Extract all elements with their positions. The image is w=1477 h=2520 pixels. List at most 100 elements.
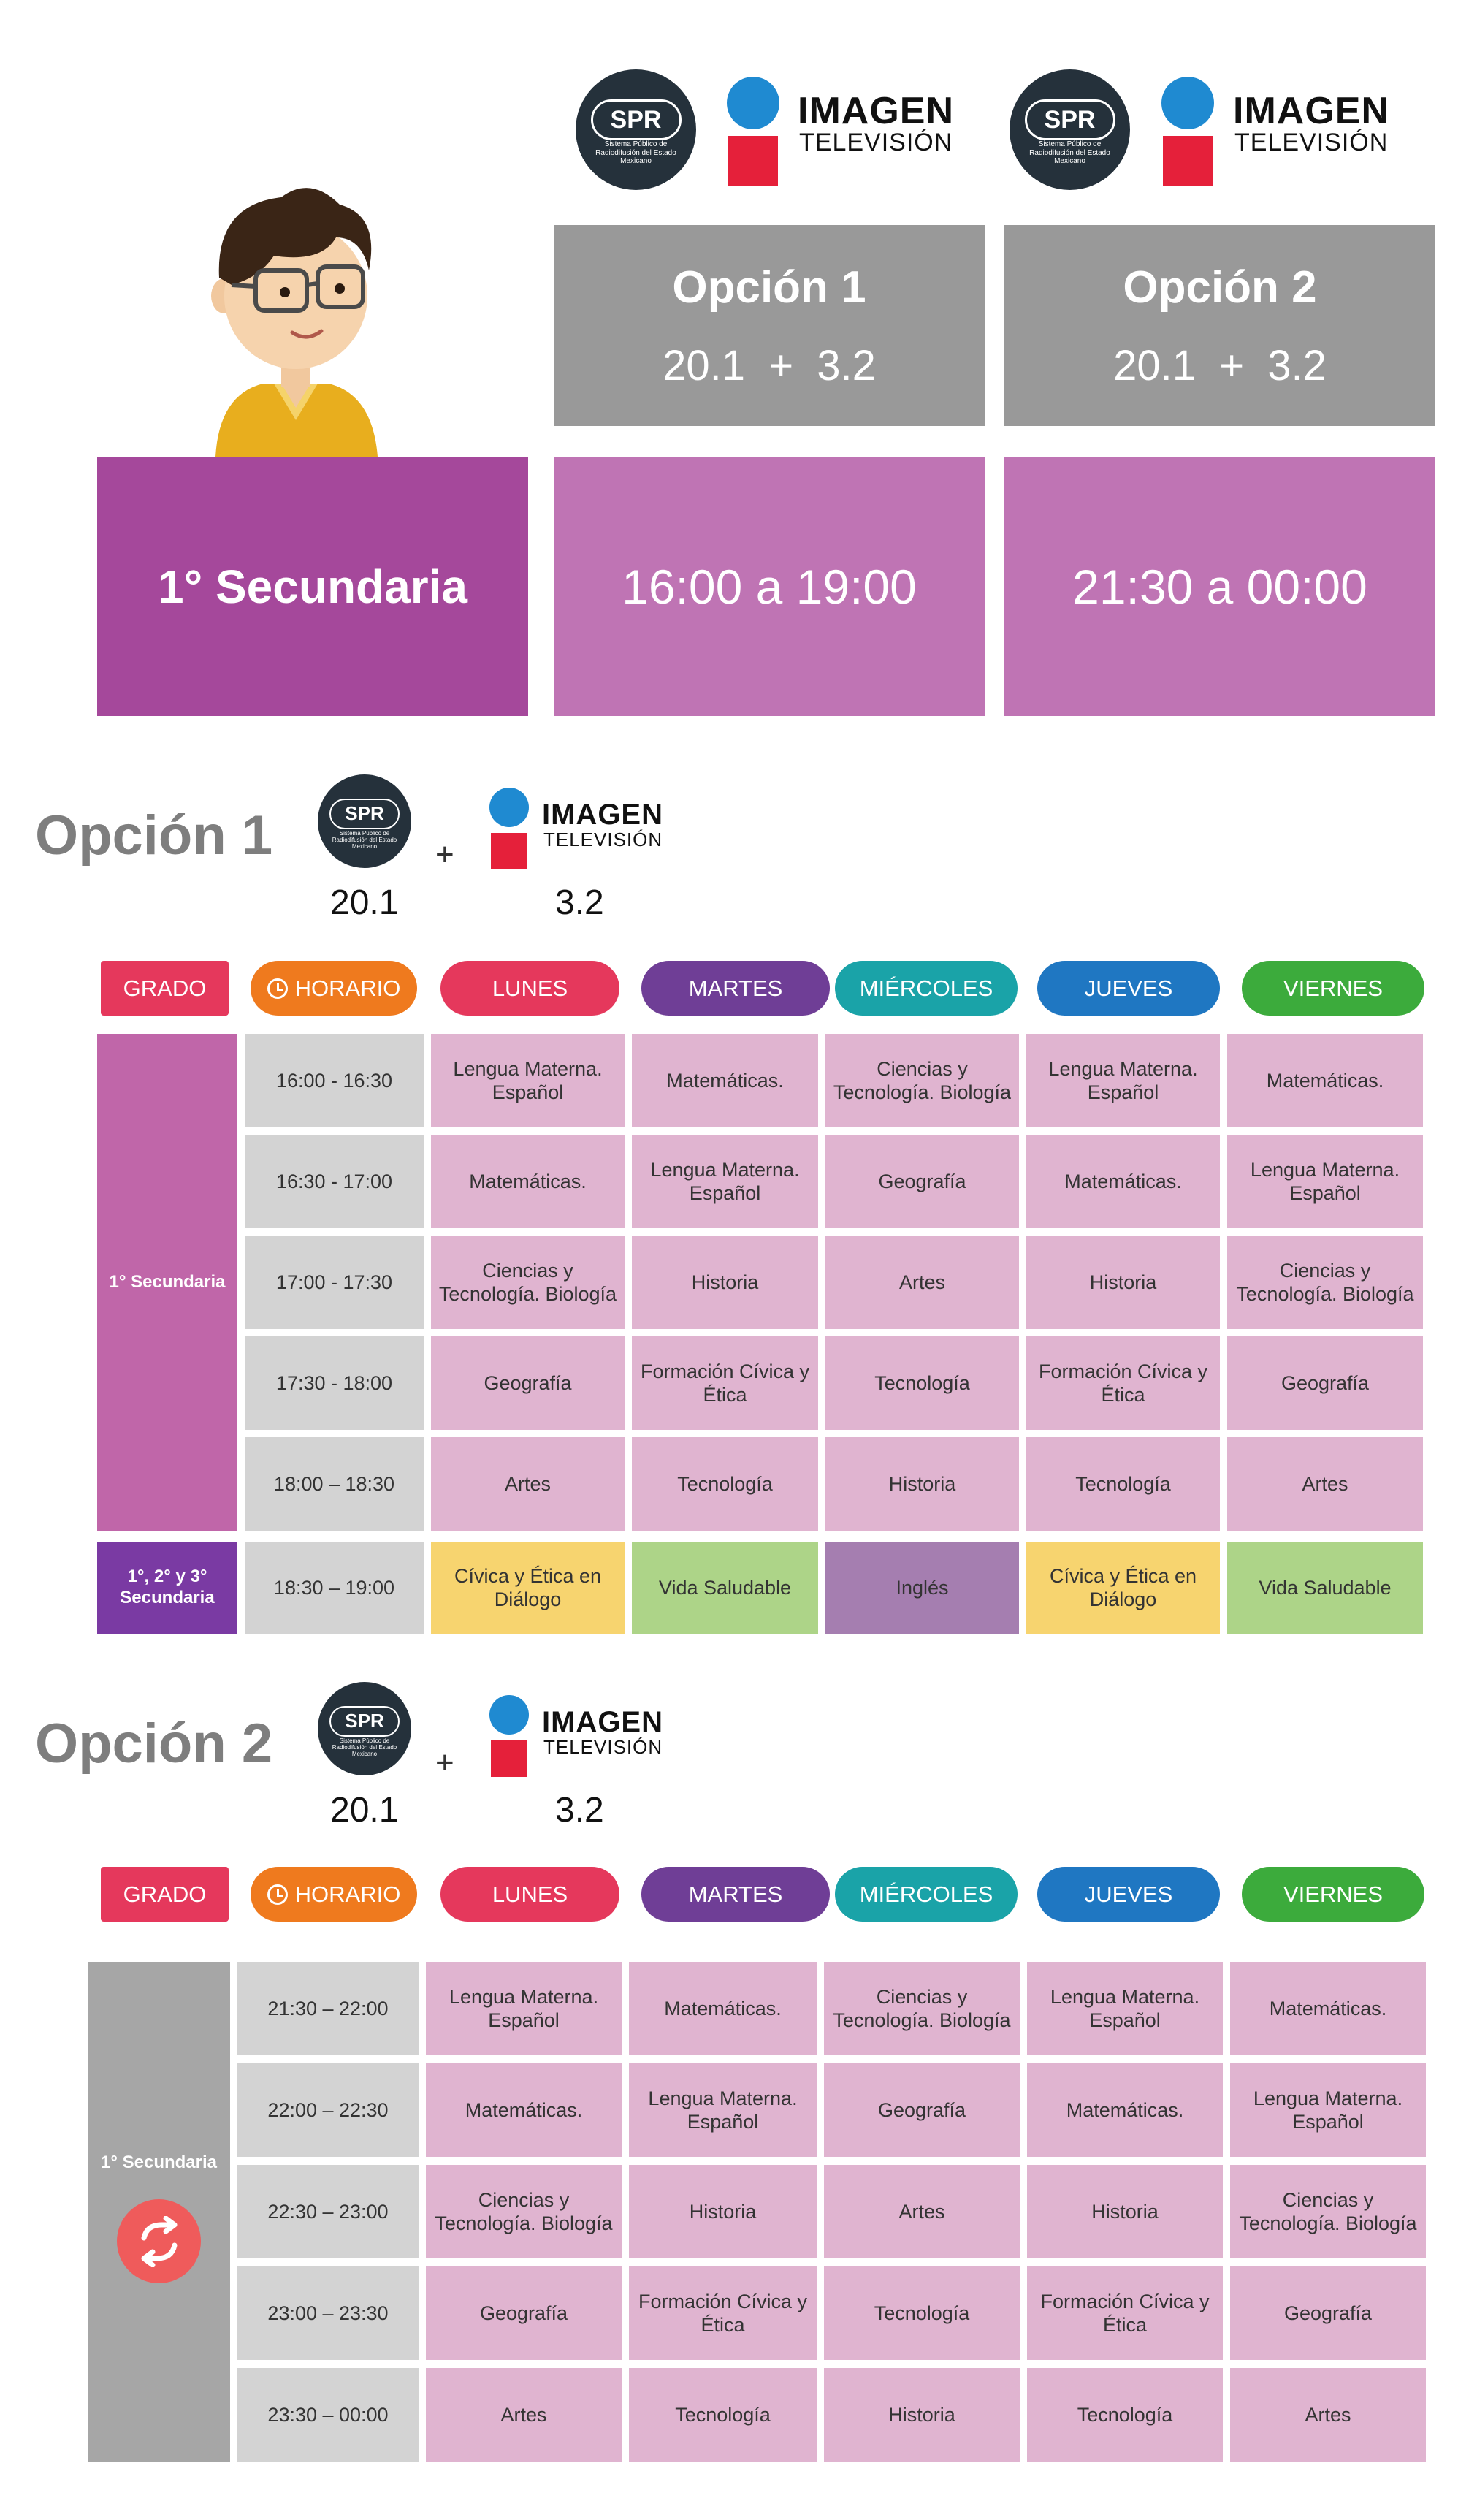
subject-cell: Lengua Materna. Español — [629, 2063, 817, 2157]
imagen-logo-subtitle: TELEVISIÓN — [543, 829, 663, 850]
clock-icon — [267, 978, 288, 999]
imagen-logo-title: IMAGEN — [542, 1706, 663, 1738]
subject-cell: Ciencias y Tecnología. Biología — [824, 1962, 1020, 2055]
subject-cell: Tecnología — [1027, 2368, 1223, 2462]
horario-header-pill: HORARIO — [251, 1867, 417, 1922]
subject-cell: Historia — [632, 1236, 818, 1329]
spr-logo-letters: SPR — [590, 99, 682, 141]
day-header-jueves: JUEVES — [1037, 1867, 1220, 1922]
day-header-viernes: VIERNES — [1242, 961, 1424, 1016]
horario-header-pill: HORARIO — [251, 961, 417, 1016]
imagen-logo-subtitle: TELEVISIÓN — [799, 129, 953, 156]
subject-cell: Matemáticas. — [1027, 2063, 1223, 2157]
imagen-logo-subtitle: TELEVISIÓN — [543, 1736, 663, 1758]
subject-cell: Artes — [1227, 1437, 1423, 1531]
grade-cell-1-secundaria: 1° Secundaria — [97, 1034, 237, 1531]
subject-cell: Artes — [431, 1437, 625, 1531]
time-cell: 18:00 – 18:30 — [245, 1437, 424, 1531]
time-cell: 22:00 – 22:30 — [237, 2063, 419, 2157]
subject-cell: Matemáticas. — [1230, 1962, 1426, 2055]
subject-cell: Historia — [1027, 2165, 1223, 2258]
subject-cell: Historia — [629, 2165, 817, 2258]
imagen-logo-dot — [1161, 77, 1214, 129]
spr-logo: SPR Sistema Público de Radiodifusión del… — [1010, 69, 1130, 190]
subject-cell: Matemáticas. — [1026, 1135, 1220, 1228]
subject-cell: Ciencias y Tecnología. Biología — [1227, 1236, 1423, 1329]
subject-cell: Tecnología — [824, 2266, 1020, 2360]
option-2-channel-a: 20.1 — [330, 1791, 399, 1830]
time-cell: 17:30 - 18:00 — [245, 1336, 424, 1430]
subject-cell: Formación Cívica y Ética — [1026, 1336, 1220, 1430]
subject-cell: Formación Cívica y Ética — [1027, 2266, 1223, 2360]
imagen-logo-square — [491, 833, 527, 869]
subject-cell: Historia — [824, 2368, 1020, 2462]
subject-cell: Matemáticas. — [1227, 1034, 1423, 1127]
spr-logo-subtitle: Sistema Público de Radiodifusión del Est… — [332, 830, 397, 850]
subject-cell: Geografía — [431, 1336, 625, 1430]
option-2-label: Opción 2 — [1123, 262, 1317, 313]
subject-cell: Ciencias y Tecnología. Biología — [825, 1034, 1019, 1127]
spr-logo-letters: SPR — [329, 1705, 400, 1737]
time-cell: 22:30 – 23:00 — [237, 2165, 419, 2258]
subject-cell: Geografía — [824, 2063, 1020, 2157]
subject-cell: Ciencias y Tecnología. Biología — [1230, 2165, 1426, 2258]
subject-cell: Artes — [824, 2165, 1020, 2258]
spr-logo-subtitle: Sistema Público de Radiodifusión del Est… — [1029, 140, 1110, 165]
subject-cell: Inglés — [825, 1542, 1019, 1634]
swap-icon — [117, 2199, 201, 2283]
option-1-time: 16:00 a 19:00 — [622, 559, 917, 614]
option-1-label: Opción 1 — [672, 262, 866, 313]
time-cell: 16:30 - 17:00 — [245, 1135, 424, 1228]
subject-cell: Artes — [825, 1236, 1019, 1329]
time-cell: 18:30 – 19:00 — [245, 1542, 424, 1634]
subject-cell: Geografía — [825, 1135, 1019, 1228]
subject-cell: Vida Saludable — [632, 1542, 818, 1634]
subject-cell: Lengua Materna. Español — [1227, 1135, 1423, 1228]
subject-cell: Matemáticas. — [426, 2063, 622, 2157]
subject-cell: Tecnología — [632, 1437, 818, 1531]
subject-cell: Lengua Materna. Español — [426, 1962, 622, 2055]
subject-cell: Cívica y Ética en Diálogo — [1026, 1542, 1220, 1634]
option-1-channel-b: 3.2 — [555, 883, 604, 922]
grade-cell-all-secundaria: 1°, 2° y 3° Secundaria — [97, 1542, 237, 1634]
day-header-lunes: LUNES — [440, 961, 619, 1016]
day-header-martes: MARTES — [641, 961, 830, 1016]
plus-sign: + — [435, 1745, 454, 1781]
grado-header-pill: GRADO — [101, 1867, 229, 1922]
grade-header-label: 1° Secundaria — [158, 560, 467, 613]
imagen-logo-dot — [489, 788, 529, 827]
spr-logo-letters: SPR — [329, 798, 400, 829]
subject-cell: Tecnología — [1026, 1437, 1220, 1531]
imagen-logo-square — [728, 136, 778, 186]
subject-cell: Lengua Materna. Español — [431, 1034, 625, 1127]
subject-cell: Historia — [825, 1437, 1019, 1531]
day-header-viernes: VIERNES — [1242, 1867, 1424, 1922]
subject-cell: Ciencias y Tecnología. Biología — [426, 2165, 622, 2258]
subject-cell: Lengua Materna. Español — [1230, 2063, 1426, 2157]
spr-logo: SPR Sistema Público de Radiodifusión del… — [576, 69, 696, 190]
option-1-time-box: 16:00 a 19:00 — [554, 457, 985, 716]
imagen-logo-title: IMAGEN — [1233, 90, 1389, 132]
imagen-logo-title: IMAGEN — [798, 90, 954, 132]
option-2-channel-b: 3.2 — [555, 1791, 604, 1830]
subject-cell: Lengua Materna. Español — [632, 1135, 818, 1228]
option-2-time-box: 21:30 a 00:00 — [1004, 457, 1435, 716]
imagen-logo-dot — [489, 1695, 529, 1735]
imagen-logo-subtitle: TELEVISIÓN — [1234, 129, 1389, 156]
horario-header-label: HORARIO — [294, 975, 401, 1001]
imagen-logo-square — [491, 1740, 527, 1777]
time-cell: 21:30 – 22:00 — [237, 1962, 419, 2055]
imagen-logo-title: IMAGEN — [542, 799, 663, 831]
day-header-jueves: JUEVES — [1037, 961, 1220, 1016]
spr-logo-subtitle: Sistema Público de Radiodifusión del Est… — [332, 1737, 397, 1758]
option-2-title: Opción 2 — [35, 1713, 273, 1775]
option-1-channel-a: 20.1 — [330, 883, 399, 922]
day-header-lunes: LUNES — [440, 1867, 619, 1922]
clock-icon — [267, 1884, 288, 1905]
spr-logo: SPR Sistema Público de Radiodifusión del… — [318, 774, 411, 868]
subject-cell: Matemáticas. — [629, 1962, 817, 2055]
subject-cell: Matemáticas. — [431, 1135, 625, 1228]
subject-cell: Geografía — [1230, 2266, 1426, 2360]
subject-cell: Artes — [426, 2368, 622, 2462]
subject-cell: Cívica y Ética en Diálogo — [431, 1542, 625, 1634]
